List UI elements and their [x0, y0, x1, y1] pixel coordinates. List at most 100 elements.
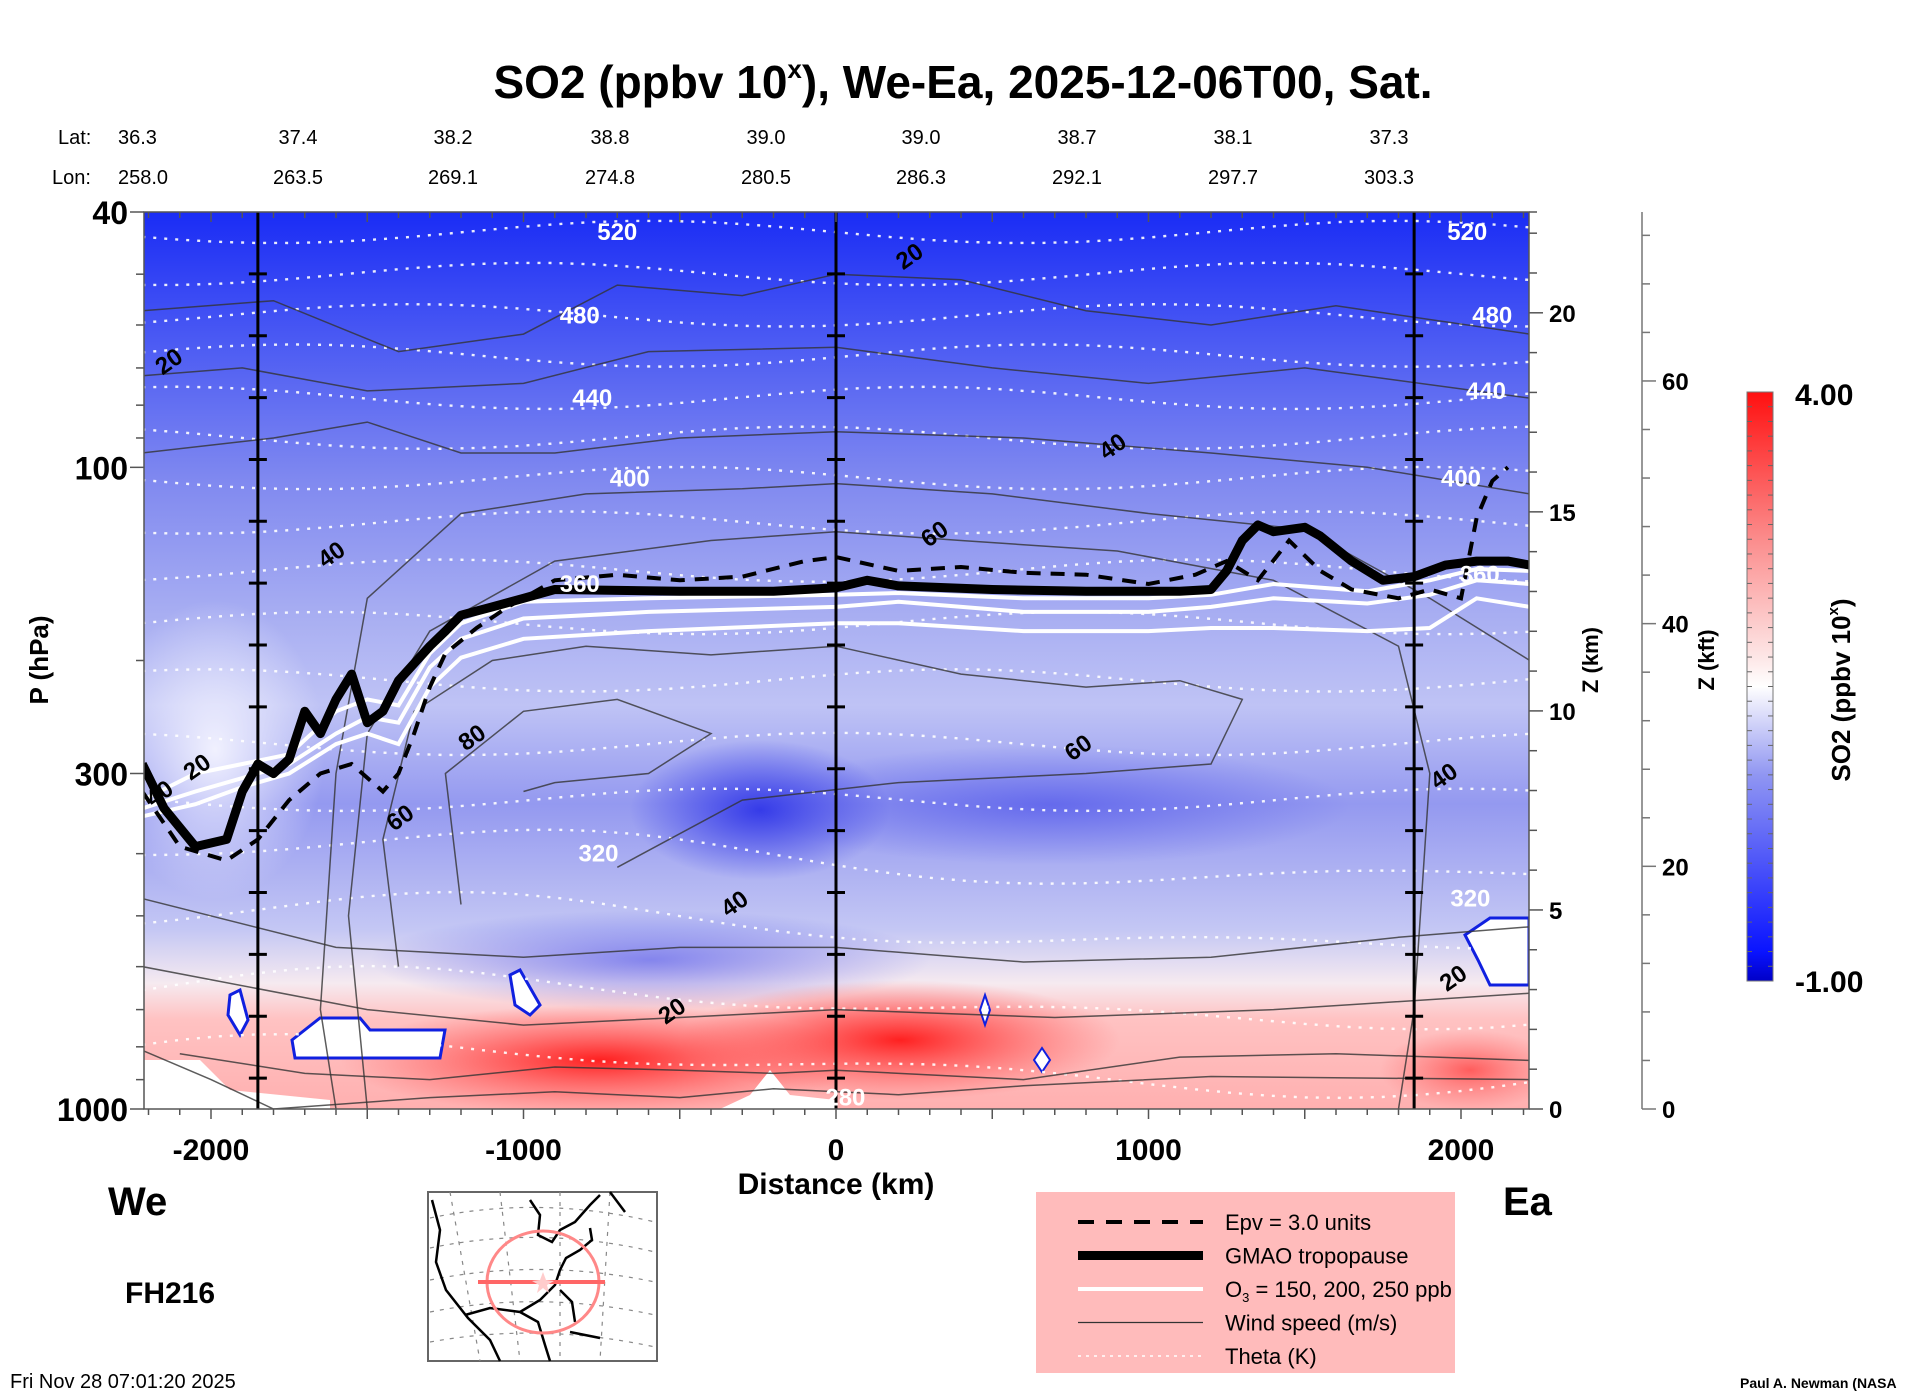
theta-label: 520 [597, 219, 637, 246]
ozone-line-150 [144, 566, 1529, 802]
so2-white-patch-2 [226, 987, 250, 1039]
z-km-axis-label: Z (km) [1578, 627, 1603, 693]
theta-label: 440 [1466, 378, 1506, 405]
theta-label: 440 [572, 385, 612, 412]
legend-label: GMAO tropopause [1225, 1244, 1408, 1269]
lat-value: 38.7 [1058, 127, 1097, 149]
lat-value: 36.3 [118, 127, 157, 149]
so2-white-patch-3 [508, 968, 542, 1017]
legend-background [1036, 1192, 1455, 1373]
z-km-tick-label: 15 [1549, 500, 1576, 527]
colorbar-ticks [1747, 406, 1773, 967]
lon-value: 280.5 [741, 167, 791, 189]
wind-speed-contours [144, 273, 1529, 1109]
x-tick-label: 2000 [1428, 1134, 1495, 1167]
z-km-tick-label: 5 [1549, 898, 1562, 925]
lon-value: 297.7 [1208, 167, 1258, 189]
y-axis-label: P (hPa) [24, 615, 54, 704]
lon-value: 274.8 [585, 167, 635, 189]
legend-label: Wind speed (m/s) [1225, 1311, 1397, 1336]
legend-label: Epv = 3.0 units [1225, 1210, 1371, 1235]
ozone-line-250 [144, 596, 1529, 819]
lat-value: 39.0 [902, 127, 941, 149]
so2-red-core-3 [1380, 1030, 1529, 1109]
so2-blue-band [750, 745, 1350, 865]
lon-value: 303.3 [1364, 167, 1414, 189]
theta-label: 280 [825, 1085, 865, 1112]
y-tick-label: 100 [75, 450, 128, 486]
title-superscript: x [787, 54, 802, 84]
so2-blue-diamond-1 [978, 991, 992, 1029]
colorbar-max-label: 4.00 [1795, 379, 1853, 412]
x-axis-label: Distance (km) [738, 1168, 935, 1201]
legend-label: O3 = 150, 200, 250 ppb [1225, 1277, 1452, 1305]
epv-line [144, 465, 1510, 863]
z-kft-tick-label: 40 [1662, 612, 1689, 639]
colorbar-label: SO2 (ppbv 10x) [1825, 598, 1856, 781]
theta-line [144, 828, 1529, 885]
lat-value: 39.0 [747, 127, 786, 149]
x-tick-label: -2000 [173, 1134, 250, 1167]
theta-label: 400 [1441, 465, 1481, 492]
z-kft-tick-label: 20 [1662, 854, 1689, 881]
cross-section-center-star [532, 1272, 554, 1293]
lat-value: 37.3 [1370, 127, 1409, 149]
lat-label: Lat: [58, 127, 91, 149]
theta-label: 480 [1472, 303, 1512, 330]
legend: Epv = 3.0 units GMAO tropopause O3 = 150, … [1036, 1192, 1455, 1373]
lat-value: 38.2 [434, 127, 473, 149]
theta-label: 320 [578, 841, 618, 868]
theta-label: 360 [560, 571, 600, 598]
colorbar: 4.00 -1.00 SO2 (ppbv 10x) [1746, 379, 1863, 999]
map-inset [427, 1191, 658, 1362]
lon-label: Lon: [52, 167, 91, 189]
wind-speed-line [179, 1052, 1529, 1081]
so2-white-region-west [144, 600, 325, 900]
lat-value: 38.8 [591, 127, 630, 149]
so2-white-patch-east [1463, 916, 1529, 987]
theta-label: 320 [1450, 886, 1490, 913]
x-tick-label: -1000 [485, 1134, 562, 1167]
lon-value: 292.1 [1052, 167, 1102, 189]
credit: Paul A. Newman (NASA [1740, 1375, 1897, 1391]
z-kft-tick-label: 60 [1662, 369, 1689, 396]
theta-label: 480 [560, 303, 600, 330]
lat-value: 37.4 [279, 127, 318, 149]
theta-line [144, 890, 1529, 951]
wind-speed-line [144, 1050, 1529, 1109]
epv-contour [144, 465, 1510, 863]
z-km-tick-label: 10 [1549, 699, 1576, 726]
so2-blue-diamond-2 [1032, 1046, 1052, 1074]
z-kft-tick-label: 0 [1662, 1097, 1675, 1124]
forecast-hour: FH216 [125, 1277, 215, 1310]
z-kft-axis-label: Z (kft) [1694, 629, 1719, 690]
theta-label: 400 [610, 465, 650, 492]
lon-value: 258.0 [118, 167, 168, 189]
x-tick-label: 0 [828, 1134, 845, 1167]
x-axis: -2000 -1000 0 1000 2000 [147, 212, 1525, 1167]
y-tick-label: 40 [92, 195, 128, 231]
z-km-tick-label: 20 [1549, 301, 1576, 328]
colorbar-min-label: -1.00 [1795, 966, 1863, 999]
wind-speed-line [144, 346, 1529, 399]
wind-speed-line [144, 421, 1529, 495]
timestamp: Fri Nov 28 07:01:20 2025 [10, 1371, 236, 1393]
z-km-tick-label: 0 [1549, 1097, 1562, 1124]
lon-value: 263.5 [273, 167, 323, 189]
ozone-contours [144, 566, 1529, 819]
lat-value: 38.1 [1214, 127, 1253, 149]
legend-label: Theta (K) [1225, 1344, 1317, 1369]
y-axis-pressure: 40 100 300 1000 [57, 195, 144, 1128]
lon-value: 286.3 [896, 167, 946, 189]
theta-line [144, 964, 1529, 1031]
so2-blue-lower [370, 910, 930, 1010]
x-tick-label: 1000 [1115, 1134, 1182, 1167]
ozone-line-200 [144, 578, 1529, 810]
theta-labels: 520 480 440 400 360 320 280 520 480 440 400 360 320 [560, 219, 1513, 1112]
y-axis-z-km: 0 5 10 15 20 [1529, 211, 1576, 1124]
wind-speed-line [144, 966, 1529, 1026]
lat-lon-header: Lat: Lon: 36.3 258.0 37.4 263.5 38.2 269.1 38.8 2… [52, 127, 1414, 189]
tropopause-path [144, 520, 1529, 852]
